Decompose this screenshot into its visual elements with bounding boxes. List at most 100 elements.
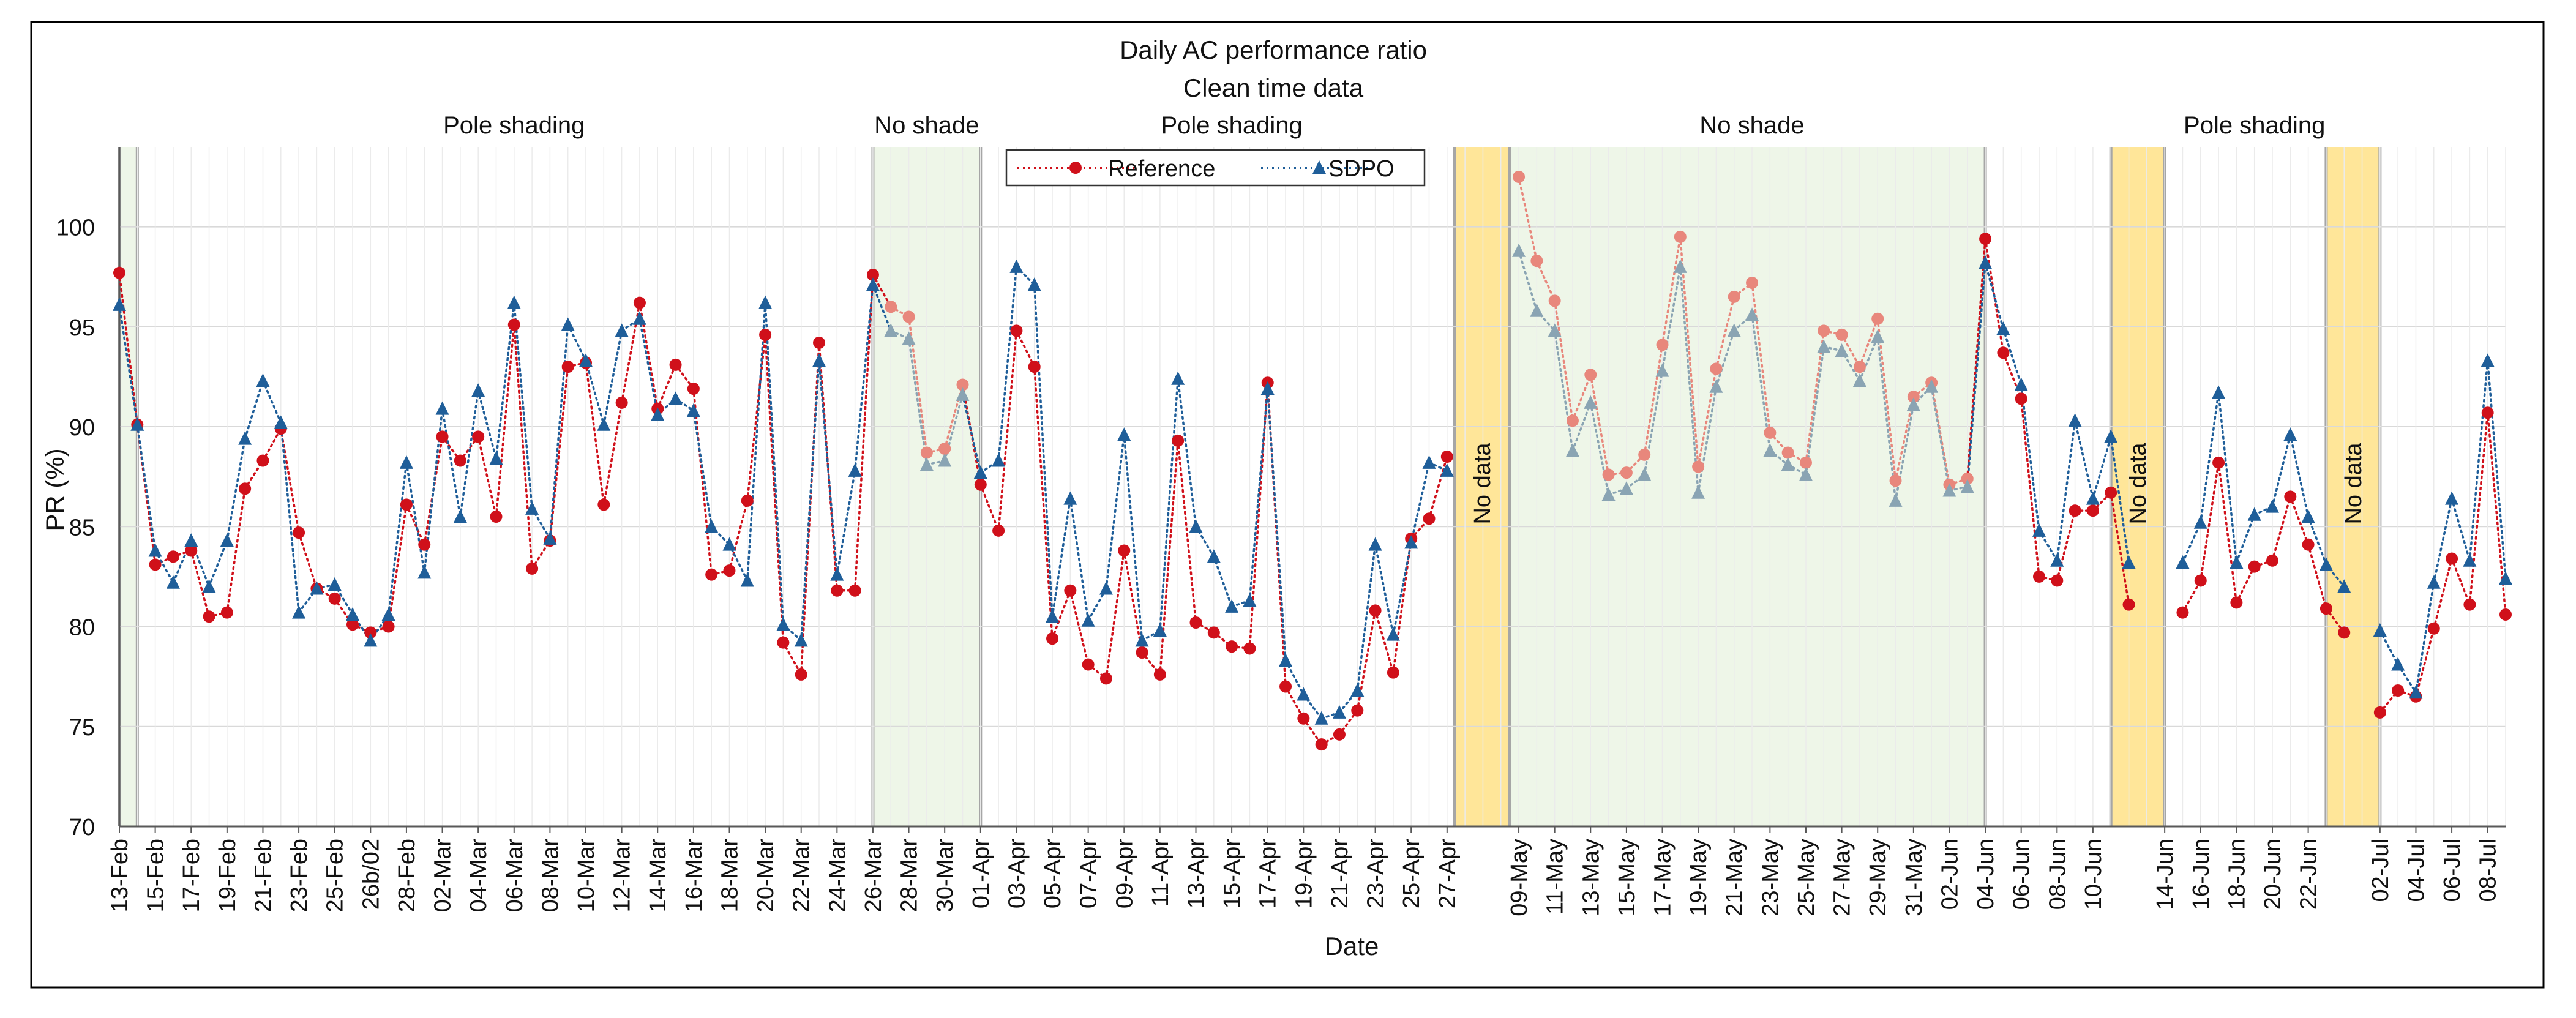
series-segment-sdpo <box>1033 283 1054 618</box>
reference-point <box>1728 290 1740 303</box>
series-segment-sdpo <box>2092 435 2112 500</box>
sdpo-point <box>2068 413 2082 427</box>
sdpo-point <box>2481 353 2495 367</box>
shaded-region-no-shade <box>119 147 138 826</box>
series-segment-sdpo <box>387 462 408 616</box>
series-segment-sdpo <box>602 329 623 426</box>
sdpo-point <box>1153 623 1167 637</box>
sdpo-point <box>1781 457 1795 471</box>
series-segment-reference <box>692 387 713 576</box>
series-segment-sdpo <box>1751 313 1772 452</box>
series-segment-reference <box>746 334 766 502</box>
sdpo-point <box>1835 343 1849 357</box>
sdpo-point <box>1189 519 1203 533</box>
reference-point <box>382 620 395 633</box>
reference-point <box>669 358 682 371</box>
series-segment-sdpo <box>2433 497 2453 584</box>
x-tick-label: 26-Mar <box>861 839 886 913</box>
sdpo-point <box>597 417 611 431</box>
series-segment-sdpo <box>136 424 157 552</box>
sdpo-point <box>2445 491 2459 505</box>
reference-point <box>2212 456 2225 469</box>
series-segment-reference <box>226 487 246 614</box>
reference-point <box>2284 490 2297 503</box>
sdpo-point <box>184 533 198 547</box>
reference-point <box>526 562 539 575</box>
series-segment-reference <box>2020 397 2040 578</box>
sdpo-point <box>1225 599 1239 613</box>
series-segment-reference <box>585 361 605 506</box>
reference-point <box>1818 324 1830 337</box>
sdpo-point <box>1243 593 1257 607</box>
sdpo-point <box>615 323 629 337</box>
sdpo-point <box>651 407 665 421</box>
sdpo-point <box>2319 557 2333 571</box>
series-segment-sdpo <box>459 389 479 518</box>
reference-point <box>1548 294 1561 307</box>
sdpo-point <box>1207 549 1221 563</box>
series-segment-reference <box>2235 565 2256 604</box>
sdpo-point <box>1117 427 1131 441</box>
reference-point <box>741 494 754 507</box>
series-segment-reference <box>2217 462 2238 604</box>
series-segment-reference <box>495 323 515 518</box>
sdpo-point <box>722 537 736 551</box>
sdpo-point <box>1332 705 1346 719</box>
series-segment-reference <box>1679 236 1699 468</box>
sdpo-point <box>1099 581 1113 595</box>
series-segment-sdpo <box>1087 587 1107 622</box>
period-annotation: No shade <box>1699 112 1804 139</box>
reference-point <box>2427 622 2440 635</box>
reference-point <box>2176 606 2189 619</box>
series-segment-sdpo <box>441 407 462 518</box>
reference-point <box>1584 369 1597 381</box>
sdpo-point <box>2086 491 2100 505</box>
sdpo-point <box>2050 553 2064 567</box>
series-segment-reference <box>513 323 533 570</box>
series-segment-sdpo <box>477 389 498 460</box>
sdpo-point <box>992 453 1006 467</box>
legend-reference-marker <box>1069 162 1082 174</box>
reference-point <box>2463 598 2476 611</box>
sdpo-point <box>1279 653 1293 667</box>
x-tick-label: 14-Mar <box>645 839 671 913</box>
sdpo-point <box>2176 555 2190 569</box>
sdpo-point <box>471 383 485 397</box>
series-segment-sdpo <box>2020 383 2040 532</box>
sdpo-point <box>668 391 683 405</box>
x-tick-label: 17-May <box>1650 839 1676 916</box>
series-segment-sdpo <box>1159 377 1179 632</box>
x-tick-label: 11-Apr <box>1148 839 1174 907</box>
x-tick-label: 23-Feb <box>286 839 312 912</box>
series-segment-reference <box>1966 238 1986 480</box>
sdpo-point <box>1027 277 1041 291</box>
reference-point <box>1620 466 1633 479</box>
reference-point <box>795 668 807 681</box>
no-data-label: No data <box>2341 443 2367 525</box>
reference-point <box>1297 712 1310 725</box>
sdpo-point <box>1996 321 2010 335</box>
series-segment-sdpo <box>1356 543 1377 692</box>
reference-point <box>687 383 700 395</box>
sdpo-point <box>1906 397 1920 411</box>
x-tick-label: 08-Mar <box>537 839 563 913</box>
sdpo-point <box>1960 479 1974 493</box>
series-segment-sdpo <box>261 380 282 424</box>
sdpo-point <box>148 543 162 557</box>
series-segment-sdpo <box>1859 335 1879 382</box>
reference-point <box>938 442 951 455</box>
sdpo-point <box>812 353 826 367</box>
sdpo-point <box>166 575 180 589</box>
sdpo-point <box>1619 481 1633 495</box>
sdpo-point <box>1673 259 1687 273</box>
series-segment-sdpo <box>298 587 318 614</box>
chart-subtitle: Clean time data <box>1183 73 1364 102</box>
series-segment-reference <box>1518 176 1538 262</box>
x-tick-label: 10-Mar <box>574 839 599 913</box>
series-segment-reference <box>2002 351 2023 400</box>
sdpo-point <box>1046 609 1060 623</box>
reference-point <box>185 544 198 557</box>
x-tick-label: 04-Jul <box>2403 839 2429 902</box>
reference-point <box>1136 646 1148 659</box>
